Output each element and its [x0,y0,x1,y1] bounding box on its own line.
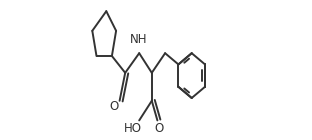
Text: O: O [110,100,119,113]
Text: HO: HO [124,122,142,135]
Text: O: O [154,122,163,135]
Text: NH: NH [130,33,147,46]
